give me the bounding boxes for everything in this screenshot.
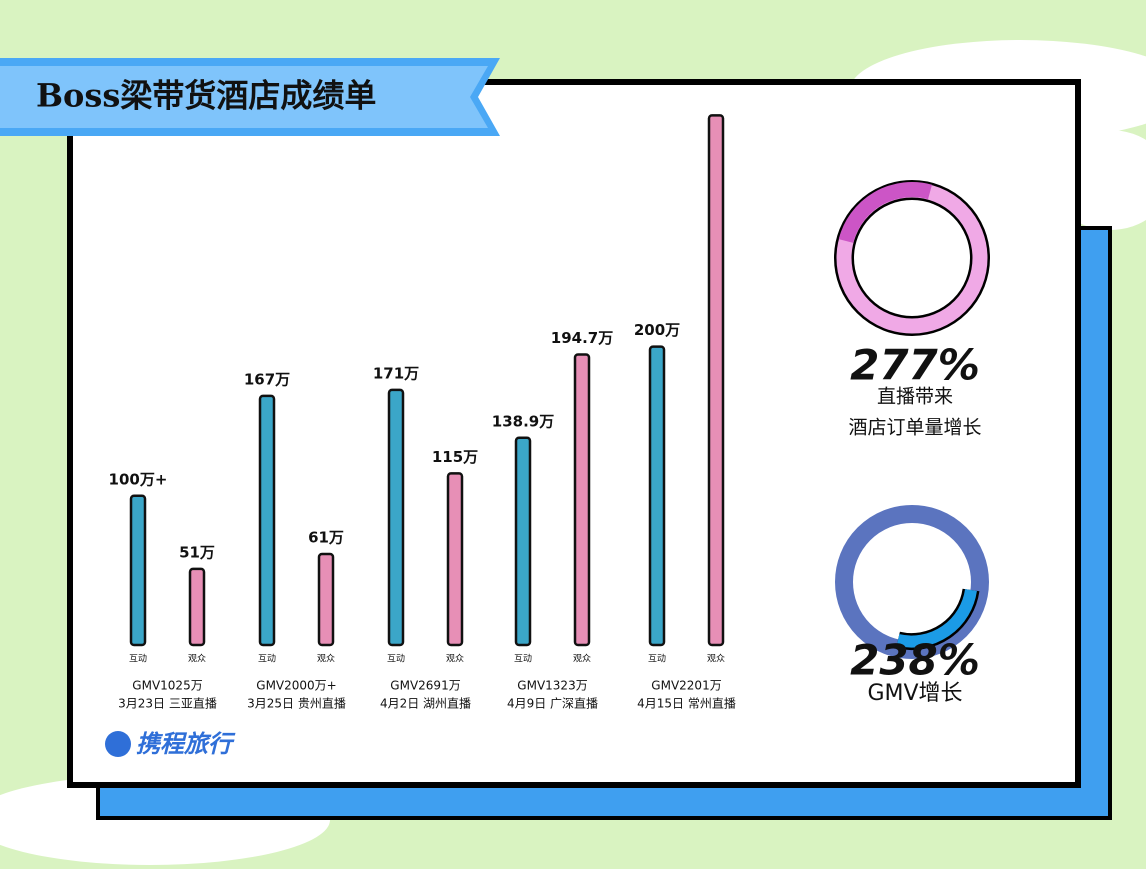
series-label: 观众 xyxy=(573,654,591,665)
donut-segment xyxy=(896,588,977,648)
bar xyxy=(648,345,666,647)
bar xyxy=(573,353,591,647)
bar xyxy=(188,567,206,647)
x-tick-label: 4月15日 常州直播 xyxy=(637,697,736,711)
value-label: 171万 xyxy=(373,364,419,382)
value-label: 51万 xyxy=(179,543,215,561)
x-tick-label: 4月2日 湖州直播 xyxy=(380,696,471,711)
series-label: 观众 xyxy=(317,654,335,665)
value-label: 200万 xyxy=(634,321,680,339)
logo: 携程旅行 xyxy=(136,730,236,758)
bar xyxy=(129,494,147,647)
series-label: 互动 xyxy=(514,654,532,665)
value-label: 115万 xyxy=(432,448,478,466)
title: Boss梁带货酒店成绩单 xyxy=(36,77,376,115)
bar xyxy=(258,394,276,647)
series-label: 观众 xyxy=(707,654,725,665)
gmv-label: GMV2691万 xyxy=(390,679,460,693)
value-label: 167万 xyxy=(244,370,290,388)
donut-segment xyxy=(838,182,932,244)
series-label: 互动 xyxy=(648,654,666,665)
gmv-label: GMV1323万 xyxy=(517,679,587,693)
bar xyxy=(446,472,464,647)
bar xyxy=(707,114,725,647)
logo-icon xyxy=(105,731,131,757)
bar-chart: GMV1025万 3月23日 三亚直播 互动 100万+ 观众 51万 GMV2000万+ 3… xyxy=(109,114,736,711)
gmv-label: GMV2000万+ xyxy=(256,679,336,693)
gmv-label: GMV2201万 xyxy=(651,679,721,693)
bar xyxy=(387,388,405,647)
series-label: 互动 xyxy=(387,654,405,665)
stat-caption: 酒店订单量增长 xyxy=(848,417,981,439)
x-tick-label: 3月25日 贵州直播 xyxy=(247,697,346,711)
stat-caption: 直播带来 xyxy=(877,386,953,408)
stat-value: 238% xyxy=(850,636,980,685)
value-label: 100万+ xyxy=(109,470,168,488)
gmv-label: GMV1025万 xyxy=(132,679,202,693)
series-label: 互动 xyxy=(258,654,276,665)
stat-caption: GMV增长 xyxy=(867,681,962,706)
series-label: 观众 xyxy=(188,654,206,665)
series-label: 观众 xyxy=(446,654,464,665)
x-tick-label: 3月23日 三亚直播 xyxy=(118,697,217,711)
bar xyxy=(514,436,532,647)
value-label: 61万 xyxy=(308,528,344,546)
title-ribbon-inner xyxy=(0,66,488,128)
value-label: 194.7万 xyxy=(551,329,613,347)
bar xyxy=(317,552,335,647)
series-label: 互动 xyxy=(129,654,147,665)
x-tick-label: 4月9日 广深直播 xyxy=(507,697,598,711)
value-label: 138.9万 xyxy=(492,412,554,430)
stat-value: 277% xyxy=(850,341,980,390)
